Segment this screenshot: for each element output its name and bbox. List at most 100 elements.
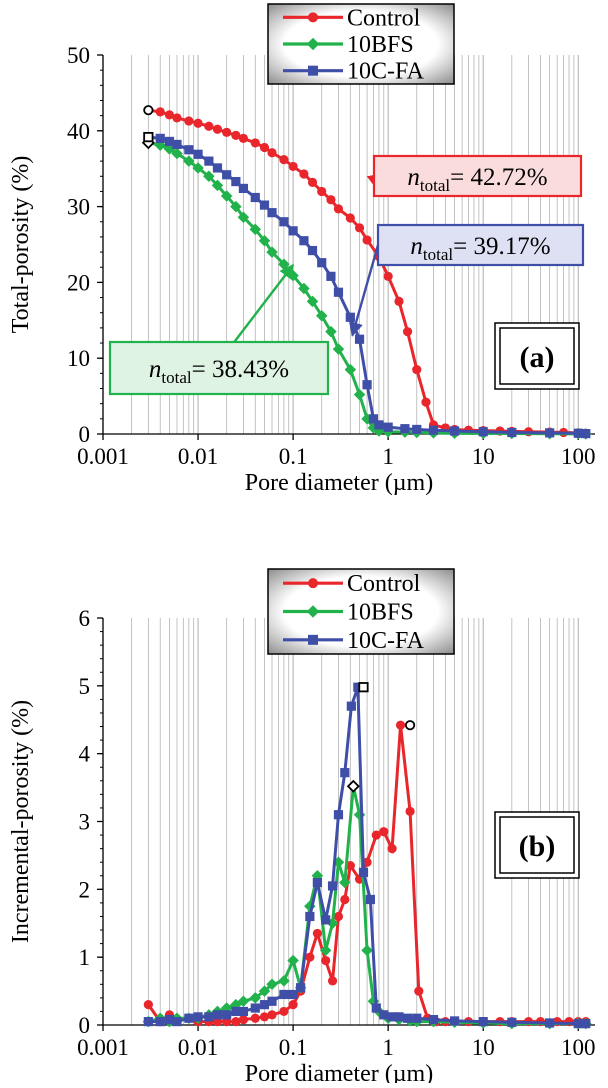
data-point [345,312,355,322]
annotation-box: ntotal= 39.17% [348,223,585,337]
data-point [327,976,338,986]
data-point [204,156,214,166]
y-tick-label: 50 [67,43,90,68]
x-axis-label: Pore diameter (µm) [245,1061,433,1083]
data-point [317,186,327,197]
data-point [203,170,215,183]
y-tick-label: 5 [79,674,91,699]
data-point [267,996,277,1006]
data-point [259,200,270,210]
x-tick-label: 10 [472,444,495,469]
data-point [249,992,262,1004]
annotation-frame [108,340,330,396]
data-point [238,183,249,194]
data-point [204,121,214,131]
annotation-text: ntotal= 42.72% [407,164,547,195]
data-point [143,1017,153,1027]
data-point [231,130,241,140]
data-point [379,827,389,837]
data-point [250,192,260,203]
data-point [581,1019,591,1029]
data-point [371,1003,381,1013]
data-point [164,136,175,147]
y-tick-label: 2 [79,877,91,902]
x-tick-label: 1 [382,444,394,469]
data-point [163,143,176,155]
data-point [279,1006,289,1017]
data-point [266,246,278,258]
data-point [231,176,241,187]
data-point [279,155,289,165]
data-point [312,877,322,888]
data-point [421,397,431,407]
data-point [394,1012,404,1022]
data-point [319,944,332,957]
legend-swatch-marker [308,65,318,76]
data-point [250,1003,260,1013]
data-point [402,327,413,337]
data-point [222,127,232,137]
legend-label: 10C-FA [347,59,425,85]
data-point [345,860,355,871]
data-point [325,325,337,338]
data-point [238,133,249,143]
data-point [211,179,224,192]
data-point [172,113,182,123]
annotation-frame [372,154,583,198]
data-point [333,287,344,297]
data-point [478,427,488,437]
legend-item: Control [283,5,421,31]
data-point [400,424,410,434]
x-tick-label: 0.001 [77,1035,129,1060]
data-point [258,985,271,997]
x-tick-label: 0.01 [178,444,218,469]
data-point [164,1014,175,1025]
data-point [222,1010,232,1020]
data-point [279,989,289,1000]
data-point [362,857,372,867]
data-point [358,867,369,877]
data-point [299,169,309,179]
y-axis-label: Total-porosity (%) [8,156,34,334]
legend-swatch-marker [308,634,318,645]
legend-item: Control [283,571,421,597]
data-point [312,928,322,939]
legend-label: Control [347,5,421,31]
panel-label-inner [499,816,575,874]
data-point [317,258,327,268]
data-point [395,720,406,730]
data-point [155,1017,165,1027]
legend-item: 10BFS [283,600,414,626]
highlight-marker [346,779,360,793]
data-point [581,429,591,439]
data-point [230,200,242,213]
data-point [222,170,232,180]
data-point [155,107,165,117]
x-tick-label: 0.1 [279,444,308,469]
data-point [333,911,344,922]
panel-label-frame [494,322,580,390]
data-point [288,1000,298,1010]
data-point [305,952,315,962]
data-point [307,245,318,256]
data-point [238,1014,249,1025]
data-point [238,1006,249,1017]
data-point [164,110,175,120]
data-point [237,211,250,223]
data-point [449,426,460,436]
data-point [405,806,415,816]
data-point [237,995,250,1008]
data-point [371,830,381,840]
data-point [288,226,298,236]
x-tick-label: 0.01 [178,1035,218,1060]
highlight-marker [143,131,154,143]
legend-label: 10BFS [347,32,414,58]
data-point [449,1016,460,1026]
data-point [259,1012,270,1022]
data-point [402,1013,413,1023]
data-point [507,427,517,438]
legend-label: 10C-FA [347,628,425,654]
data-point [212,1010,223,1020]
